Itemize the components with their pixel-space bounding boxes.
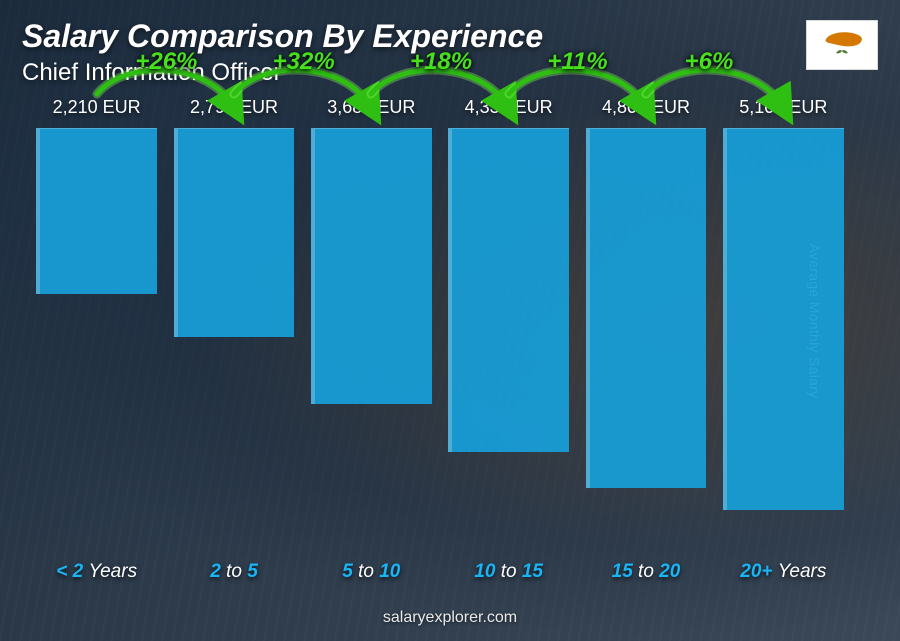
bar-value-label: 2,790 EUR: [190, 97, 278, 118]
bar-value-label: 5,100 EUR: [739, 97, 827, 118]
x-axis-label: 10 to 15: [440, 561, 577, 583]
bar-value-label: 2,210 EUR: [53, 97, 141, 118]
cyprus-flag-icon: [812, 25, 872, 65]
growth-label: +11%: [547, 48, 607, 76]
bar: [311, 128, 432, 404]
growth-label: +32%: [273, 48, 335, 76]
footer-attribution: salaryexplorer.com: [0, 609, 900, 627]
stage: Salary Comparison By Experience Chief In…: [0, 0, 900, 641]
x-axis-label: 15 to 20: [577, 561, 714, 583]
bar-slot: 4,800 EUR: [577, 97, 714, 549]
bar-slot: 4,330 EUR: [440, 97, 577, 549]
bars-container: 2,210 EUR 2,790 EUR 3,680 EUR 4,330 EUR 4,80…: [28, 97, 852, 549]
bar-value-label: 3,680 EUR: [327, 97, 415, 118]
growth-label: +26%: [135, 48, 197, 76]
growth-label: +18%: [410, 48, 472, 76]
chart-area: 2,210 EUR 2,790 EUR 3,680 EUR 4,330 EUR 4,80…: [28, 97, 852, 577]
bar-slot: 2,790 EUR: [165, 97, 302, 549]
bar-slot: 3,680 EUR: [303, 97, 440, 549]
x-axis-label: 5 to 10: [303, 561, 440, 583]
growth-label: +6%: [685, 48, 734, 76]
country-flag: [806, 20, 878, 70]
x-axis-label: 20+ Years: [715, 561, 852, 583]
bar-value-label: 4,330 EUR: [465, 97, 553, 118]
bar: [36, 128, 157, 294]
bar-slot: 2,210 EUR: [28, 97, 165, 549]
x-axis-label: < 2 Years: [28, 561, 165, 583]
bar: [174, 128, 295, 337]
bar: [723, 128, 844, 510]
bar-slot: 5,100 EUR: [715, 97, 852, 549]
bar: [586, 128, 707, 488]
x-labels-container: < 2 Years2 to 55 to 1010 to 1515 to 2020…: [28, 561, 852, 583]
bar-value-label: 4,800 EUR: [602, 97, 690, 118]
bar: [448, 128, 569, 452]
x-axis-label: 2 to 5: [165, 561, 302, 583]
